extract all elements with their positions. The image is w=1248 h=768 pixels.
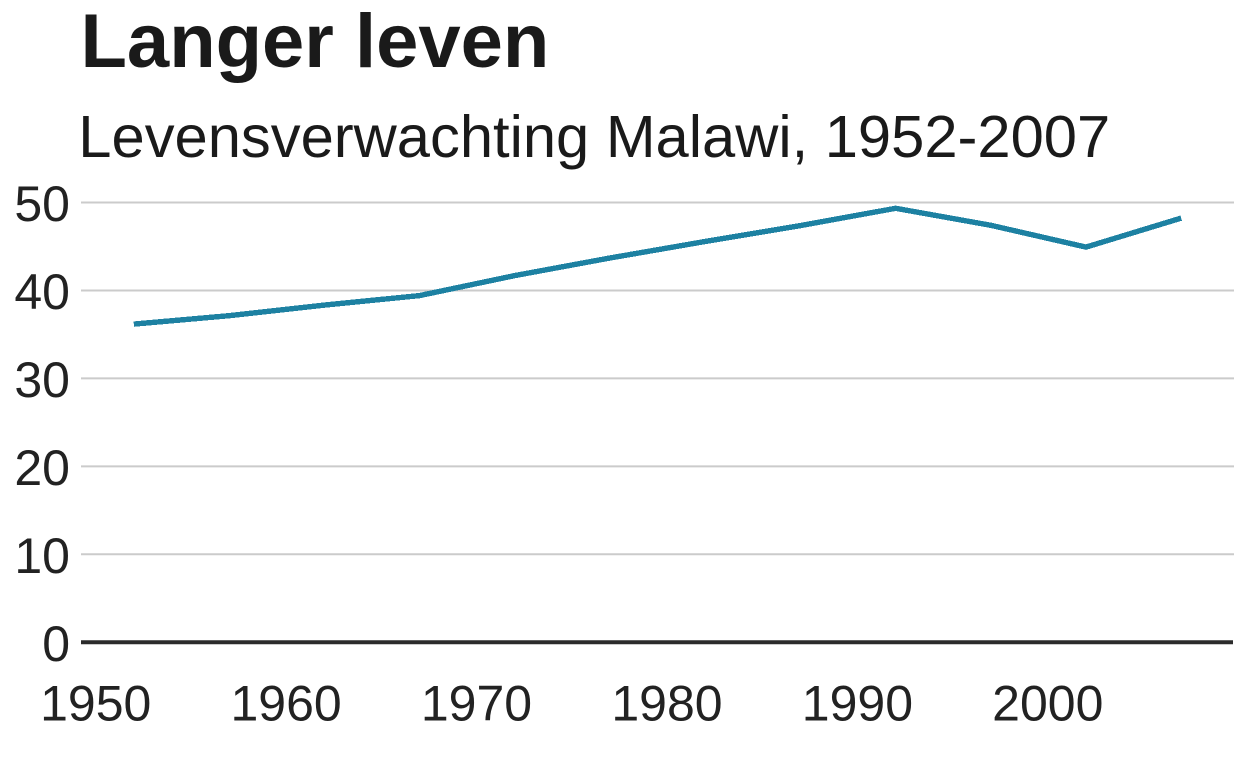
svg-text:2000: 2000 <box>992 676 1103 732</box>
svg-text:1970: 1970 <box>421 676 532 732</box>
svg-text:Levensverwachting Malawi, 1952: Levensverwachting Malawi, 1952-2007 <box>78 103 1110 170</box>
svg-text:0: 0 <box>42 616 70 672</box>
svg-text:30: 30 <box>14 352 70 408</box>
svg-text:10: 10 <box>14 528 70 584</box>
svg-text:1950: 1950 <box>40 676 151 732</box>
svg-text:20: 20 <box>14 440 70 496</box>
svg-text:1990: 1990 <box>802 676 913 732</box>
svg-text:1980: 1980 <box>611 676 722 732</box>
svg-text:40: 40 <box>14 264 70 320</box>
svg-text:1960: 1960 <box>230 676 341 732</box>
svg-text:Langer leven: Langer leven <box>81 0 550 84</box>
svg-text:50: 50 <box>14 176 70 232</box>
